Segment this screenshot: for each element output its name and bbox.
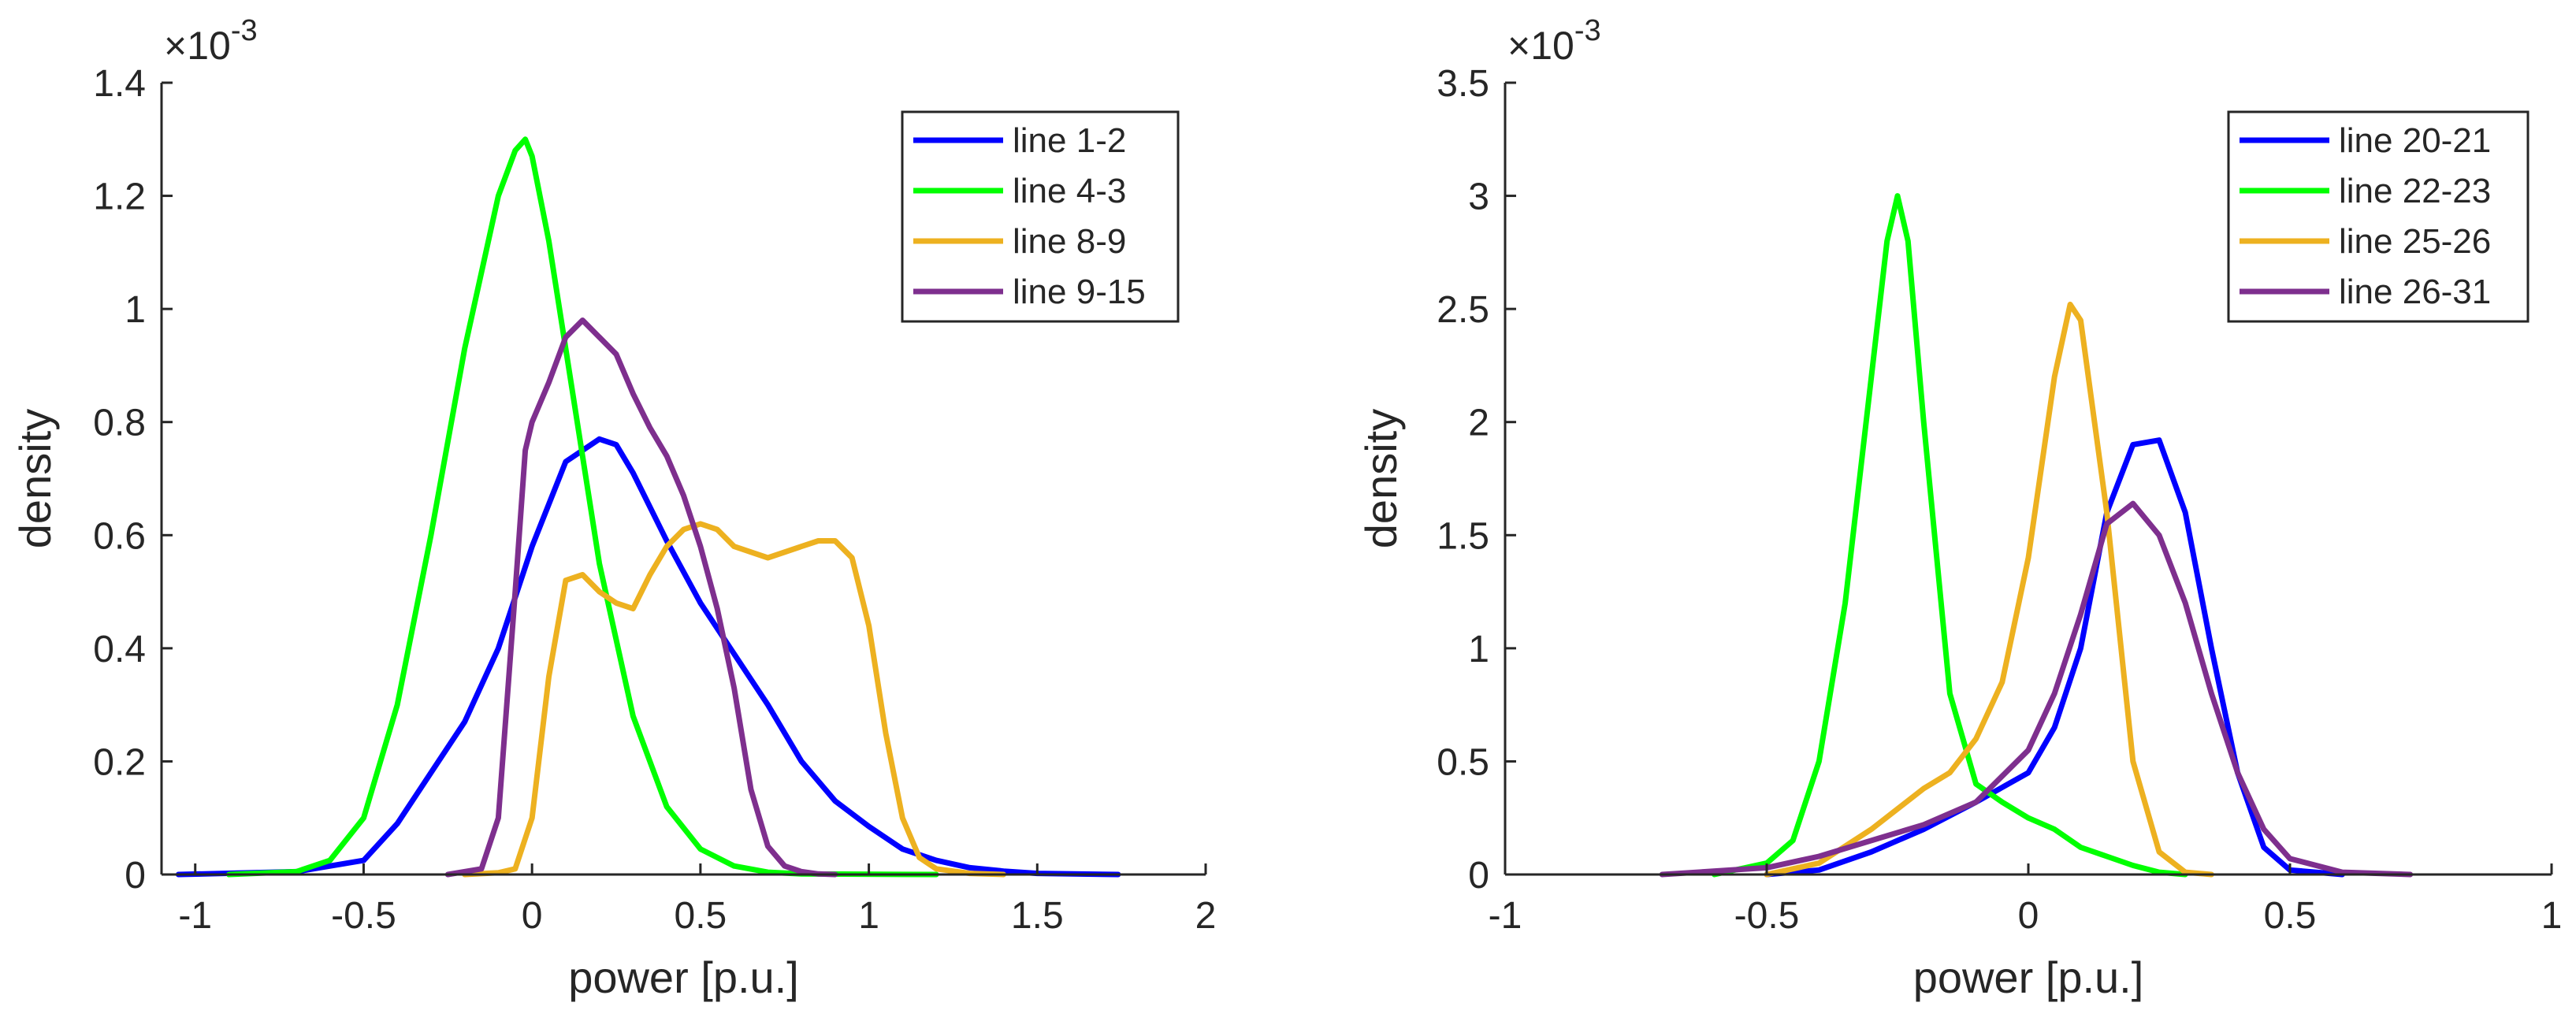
y-tick-label: 1.5 [1437, 515, 1489, 557]
y-exponent-label: ×10-3 [1507, 14, 1601, 68]
x-tick-label: 0.5 [2264, 895, 2317, 937]
series-line-line-9-15 [444, 317, 838, 878]
x-axis-label: power [p.u.] [568, 952, 799, 1002]
y-tick-label: 1 [125, 289, 146, 331]
series-line-line-4-3 [226, 136, 939, 878]
y-tick-label: 0.5 [1437, 741, 1489, 783]
legend: line 1-2 line 4-3 line 8-9 line 9-15 [901, 110, 1180, 323]
legend-entry-label: line 1-2 [1013, 121, 1126, 160]
series-line-line-26-31 [1659, 500, 2414, 878]
right-chart: -1 -0.5 0 0.5 1 0 0.5 1 1.5 2 2.5 3 3.5 ×10-3 power [p… [1356, 14, 2562, 1002]
legend-entry-label: line 4-3 [1013, 172, 1126, 210]
legend: line 20-21 line 22-23 line 25-26 line 26-31 [2227, 110, 2530, 323]
y-tick-label: 2 [1468, 403, 1489, 444]
y-tick-label: 0 [1468, 855, 1489, 897]
x-tick-label: 0.5 [675, 895, 727, 937]
series-line-line-25-26 [1764, 301, 2214, 878]
x-tick-label: 0 [2018, 895, 2039, 937]
legend-entry-label: line 9-15 [1013, 273, 1146, 311]
x-tick-label: -1 [1489, 895, 1522, 937]
y-tick-label: 1 [1468, 629, 1489, 670]
legend-box [901, 110, 1180, 323]
y-exponent-label: ×10-3 [164, 14, 258, 68]
y-tick-label: 2.5 [1437, 289, 1489, 331]
y-tick-label: 3 [1468, 176, 1489, 218]
y-tick-label: 1.2 [93, 176, 146, 218]
y-tick-label: 0.4 [93, 629, 146, 670]
series-line-line-1-2 [175, 436, 1121, 878]
legend-entry-label: line 8-9 [1013, 222, 1126, 261]
x-tick-label: 1 [858, 895, 879, 937]
y-tick-label: 0.6 [93, 515, 146, 557]
y-tick-label: 0 [125, 855, 146, 897]
y-tick-label: 1.4 [93, 63, 146, 105]
x-axis-label: power [p.u.] [1913, 952, 2144, 1002]
legend-box [2227, 110, 2530, 323]
legend-entry-label: line 20-21 [2339, 121, 2491, 160]
x-tick-label: 2 [1195, 895, 1217, 937]
x-tick-label: 1 [2541, 895, 2563, 937]
left-chart: -1 -0.5 0 0.5 1 1.5 2 0 0.2 0.4 0.6 0.8 1 1.2 1.4 ×10-3… [10, 14, 1216, 1002]
x-tick-label: -0.5 [331, 895, 396, 937]
y-tick-label: 0.8 [93, 403, 146, 444]
y-axis-label: density [10, 409, 60, 548]
y-tick-label: 0.2 [93, 741, 146, 783]
series-line-line-22-23 [1712, 193, 2188, 878]
legend-entry-label: line 25-26 [2339, 222, 2491, 261]
x-tick-label: -1 [178, 895, 212, 937]
legend-entry-label: line 26-31 [2339, 273, 2491, 311]
y-axis-label: density [1356, 409, 1406, 548]
x-tick-label: -0.5 [1734, 895, 1800, 937]
x-tick-label: 0 [522, 895, 543, 937]
legend-entry-label: line 22-23 [2339, 172, 2491, 210]
x-tick-label: 1.5 [1011, 895, 1064, 937]
series-line-line-8-9 [462, 521, 1006, 878]
y-tick-label: 3.5 [1437, 63, 1489, 105]
